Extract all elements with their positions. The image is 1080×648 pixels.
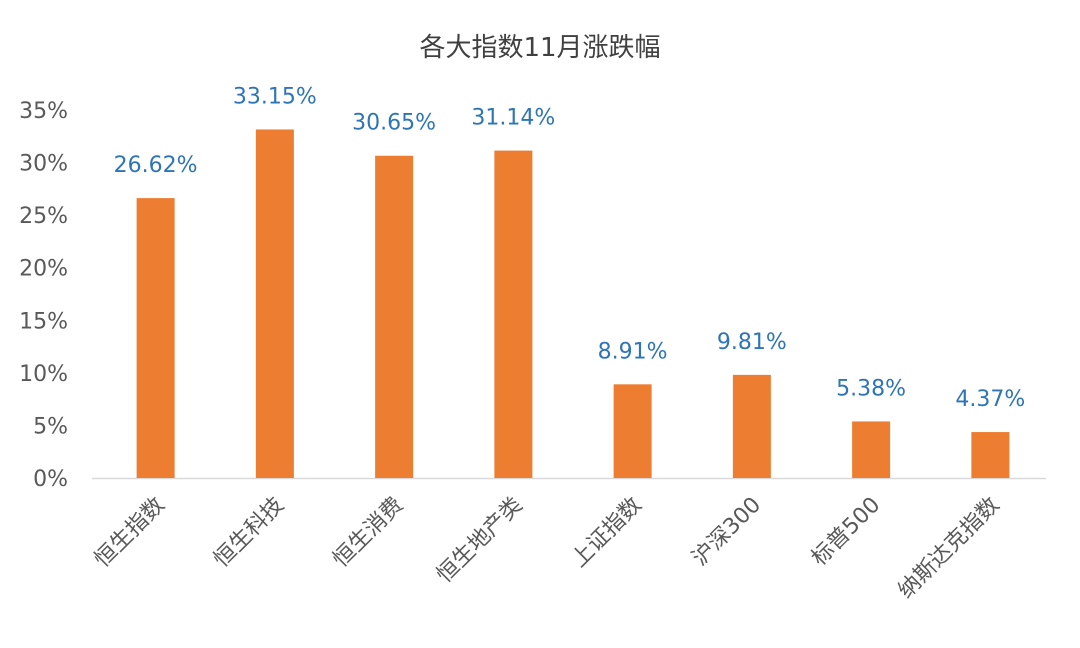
x-axis: 恒生指数 恒生科技 恒生消费 恒生地产类 上证指数 沪深300 标普500 纳斯达克指数 xyxy=(90,493,1005,604)
x-tick-label: 恒生消费 xyxy=(328,493,408,573)
y-tick-label: 5% xyxy=(33,414,68,439)
data-label: 31.14% xyxy=(471,106,555,131)
bar xyxy=(136,198,175,478)
bar xyxy=(255,129,294,479)
bar xyxy=(852,421,891,478)
y-tick-label: 25% xyxy=(19,204,68,229)
bar-series xyxy=(136,129,1010,479)
y-tick-label: 30% xyxy=(19,152,68,177)
bar xyxy=(613,384,652,478)
data-labels: 26.62% 33.15% 30.65% 31.14% 8.91% 9.81% 5.38% 4… xyxy=(114,84,1026,412)
y-tick-label: 0% xyxy=(33,467,68,492)
x-tick-label: 纳斯达克指数 xyxy=(894,493,1005,604)
data-label: 4.37% xyxy=(955,387,1025,412)
bar xyxy=(375,155,414,479)
data-label: 5.38% xyxy=(836,376,906,401)
y-tick-label: 15% xyxy=(19,309,68,334)
y-tick-label: 10% xyxy=(19,362,68,387)
data-label: 33.15% xyxy=(233,84,317,109)
data-label: 30.65% xyxy=(352,111,436,136)
y-axis: 0% 5% 10% 15% 20% 25% 30% 35% xyxy=(19,99,68,492)
y-tick-label: 20% xyxy=(19,257,68,282)
y-tick-label: 35% xyxy=(19,99,68,124)
x-tick-label: 沪深300 xyxy=(688,493,766,571)
data-label: 26.62% xyxy=(114,153,198,178)
x-tick-label: 恒生指数 xyxy=(90,493,170,573)
x-tick-label: 标普500 xyxy=(807,493,885,571)
x-tick-label: 上证指数 xyxy=(567,493,647,573)
bar xyxy=(732,374,771,478)
x-tick-label: 恒生科技 xyxy=(209,493,289,573)
data-label: 8.91% xyxy=(598,339,668,364)
bar xyxy=(971,432,1010,478)
bar xyxy=(494,150,533,478)
x-tick-label: 恒生地产类 xyxy=(432,493,527,588)
chart-title: 各大指数11月涨跌幅 xyxy=(419,33,660,63)
data-label: 9.81% xyxy=(717,330,787,355)
